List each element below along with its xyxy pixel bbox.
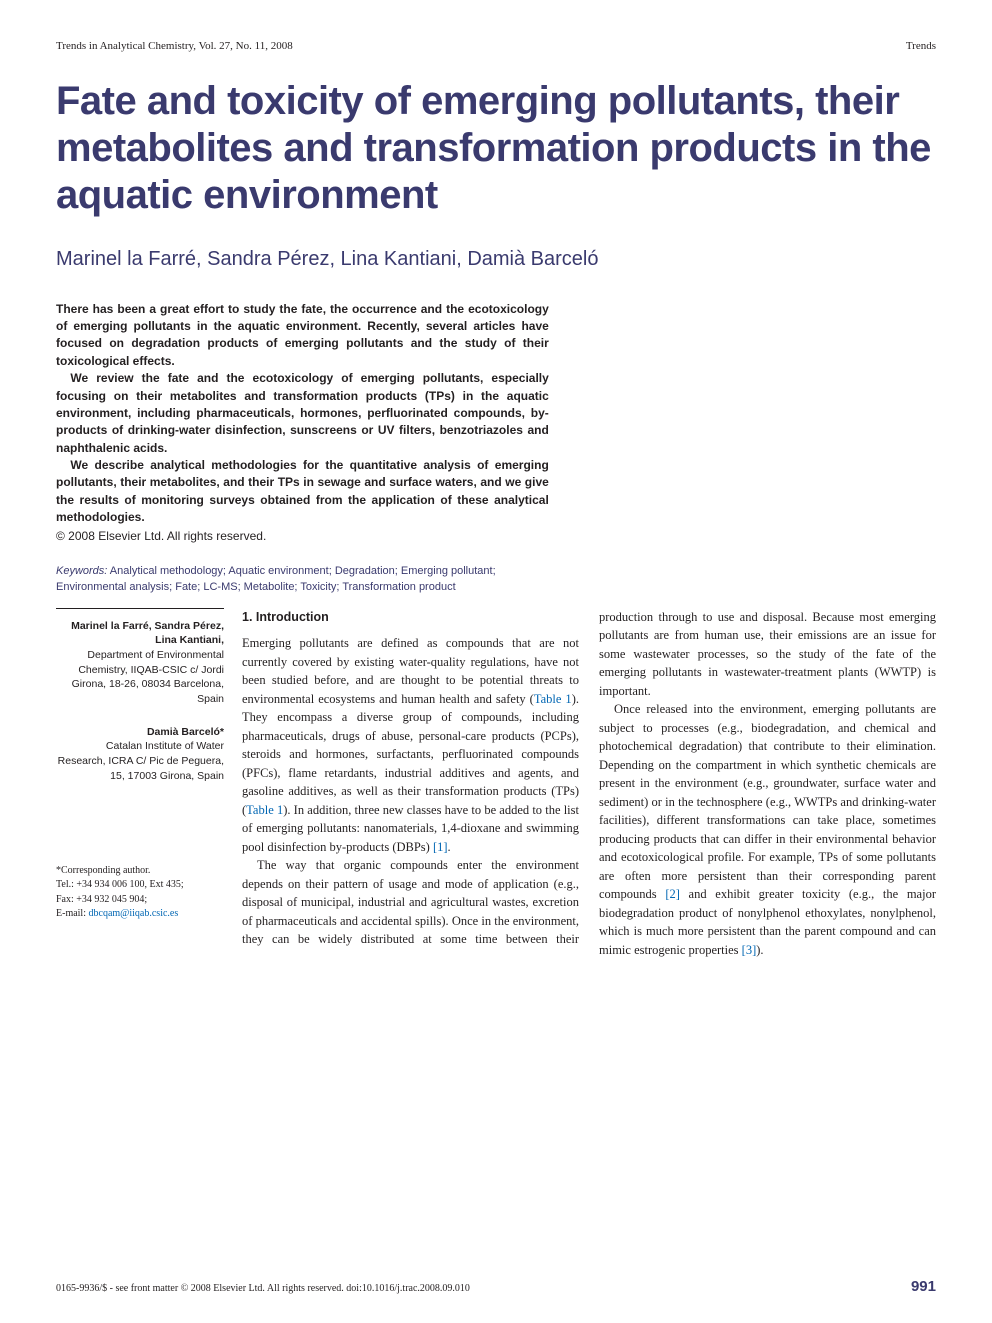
corresponding-email[interactable]: dbcqam@iiqab.csic.es xyxy=(89,908,179,919)
page-number: 991 xyxy=(911,1278,936,1295)
corresponding-email-line: E-mail: dbcqam@iiqab.csic.es xyxy=(56,907,224,922)
footer-copyright-doi: 0165-9936/$ - see front matter © 2008 El… xyxy=(56,1283,470,1294)
journal-citation: Trends in Analytical Chemistry, Vol. 27,… xyxy=(56,40,293,52)
cite-ref-3[interactable]: [3] xyxy=(742,943,757,957)
copyright-line: © 2008 Elsevier Ltd. All rights reserved… xyxy=(56,529,549,543)
body-para-3: Once released into the environment, emer… xyxy=(599,700,936,959)
cite-ref-2[interactable]: [2] xyxy=(665,887,680,901)
abstract-para-1: There has been a great effort to study t… xyxy=(56,301,549,371)
body-para-1: Emerging pollutants are defined as compo… xyxy=(242,634,579,856)
keywords-text: Analytical methodology; Aquatic environm… xyxy=(56,565,496,594)
keywords-label: Keywords: xyxy=(56,565,107,577)
body-text: 1. Introduction Emerging pollutants are … xyxy=(242,608,936,960)
affil-authors-2: Damià Barceló* xyxy=(56,725,224,740)
affiliations-column: Marinel la Farré, Sandra Pérez, Lina Kan… xyxy=(56,608,224,960)
corresponding-author: *Corresponding author. Tel.: +34 934 006… xyxy=(56,864,224,922)
author-list: Marinel la Farré, Sandra Pérez, Lina Kan… xyxy=(56,248,936,271)
article-title: Fate and toxicity of emerging pollutants… xyxy=(56,78,936,220)
abstract-para-2: We review the fate and the ecotoxicology… xyxy=(56,370,549,457)
corresponding-fax: Fax: +34 932 045 904; xyxy=(56,893,224,908)
running-header: Trends in Analytical Chemistry, Vol. 27,… xyxy=(56,40,936,52)
affiliation-block-1: Marinel la Farré, Sandra Pérez, Lina Kan… xyxy=(56,619,224,707)
page-footer: 0165-9936/$ - see front matter © 2008 El… xyxy=(56,1278,936,1295)
abstract-para-3: We describe analytical methodologies for… xyxy=(56,457,549,527)
affil-authors-1: Marinel la Farré, Sandra Pérez, Lina Kan… xyxy=(56,619,224,648)
table-ref-1[interactable]: Table 1 xyxy=(534,692,572,706)
affil-address-1: Department of Environmental Chemistry, I… xyxy=(56,648,224,707)
affiliation-block-2: Damià Barceló* Catalan Institute of Wate… xyxy=(56,725,224,784)
keywords: Keywords: Analytical methodology; Aquati… xyxy=(56,563,549,596)
corresponding-label: *Corresponding author. xyxy=(56,864,224,879)
email-label: E-mail: xyxy=(56,908,89,919)
cite-ref-1[interactable]: [1] xyxy=(433,840,448,854)
section-heading-introduction: 1. Introduction xyxy=(242,608,579,627)
abstract: There has been a great effort to study t… xyxy=(56,301,549,543)
corresponding-tel: Tel.: +34 934 006 100, Ext 435; xyxy=(56,878,224,893)
section-label: Trends xyxy=(906,40,936,52)
table-ref-2[interactable]: Table 1 xyxy=(246,803,283,817)
lower-columns: Marinel la Farré, Sandra Pérez, Lina Kan… xyxy=(56,608,936,960)
affil-address-2: Catalan Institute of Water Research, ICR… xyxy=(56,739,224,783)
